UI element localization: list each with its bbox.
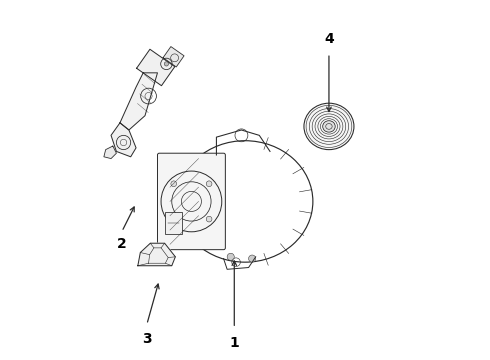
Text: 3: 3 xyxy=(142,332,151,346)
Ellipse shape xyxy=(304,103,354,150)
Circle shape xyxy=(206,216,212,222)
Circle shape xyxy=(171,216,176,222)
Ellipse shape xyxy=(323,121,335,132)
Circle shape xyxy=(248,255,256,262)
FancyBboxPatch shape xyxy=(157,153,225,249)
Polygon shape xyxy=(138,243,175,266)
Polygon shape xyxy=(163,46,184,67)
Text: 4: 4 xyxy=(324,32,334,46)
Polygon shape xyxy=(120,73,157,130)
Polygon shape xyxy=(104,146,117,158)
Polygon shape xyxy=(111,123,136,157)
Circle shape xyxy=(227,253,234,260)
Circle shape xyxy=(171,181,176,186)
Circle shape xyxy=(206,181,212,186)
Text: 1: 1 xyxy=(229,336,239,350)
FancyBboxPatch shape xyxy=(165,212,182,234)
Text: 2: 2 xyxy=(117,237,126,251)
Circle shape xyxy=(164,62,169,66)
Polygon shape xyxy=(137,49,175,86)
